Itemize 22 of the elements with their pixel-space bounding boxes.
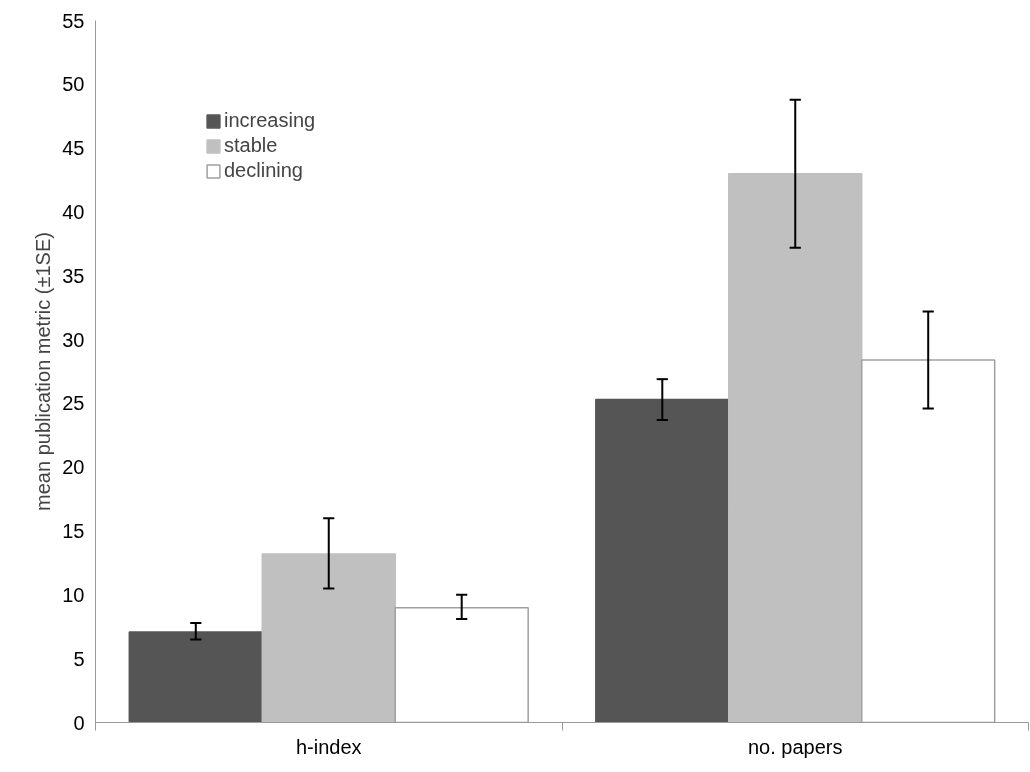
legend-label: increasing: [224, 109, 316, 132]
y-axis-title: mean publication metric (±1SE): [32, 232, 55, 511]
y-tick-label: 30: [62, 328, 85, 351]
y-tick-label: 25: [62, 392, 85, 415]
y-tick-label: 40: [62, 200, 85, 223]
y-tick-label: 50: [62, 73, 85, 96]
bar: [128, 631, 264, 723]
y-tick-label: 45: [62, 137, 85, 160]
y-tick-label: 0: [73, 711, 85, 734]
y-tick-label: 15: [62, 520, 85, 543]
y-tick-label: 35: [62, 264, 85, 287]
legend-label: stable: [224, 134, 278, 157]
x-tick-label: h-index: [295, 735, 362, 758]
y-tick-label: 20: [62, 456, 85, 479]
y-tick-label: 55: [62, 9, 85, 32]
legend-label: declining: [224, 159, 303, 182]
bar: [728, 172, 863, 723]
bar: [261, 553, 396, 723]
y-tick-label: 10: [62, 583, 85, 606]
bar: [595, 398, 730, 723]
x-tick-label: no. papers: [747, 735, 843, 758]
y-tick-label: 5: [73, 647, 85, 670]
